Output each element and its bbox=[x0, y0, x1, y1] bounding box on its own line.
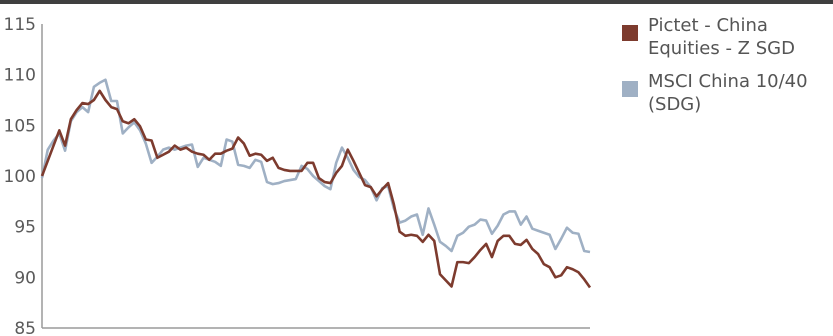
series-lines bbox=[42, 80, 590, 288]
series-line-msci bbox=[42, 80, 590, 252]
legend-item-pictet: Pictet - China Equities - Z SGD bbox=[622, 14, 833, 60]
legend-label-pictet: Pictet - China Equities - Z SGD bbox=[648, 14, 833, 60]
y-tick-label: 110 bbox=[4, 66, 36, 86]
y-tick-label: 105 bbox=[4, 116, 36, 136]
legend-item-msci: MSCI China 10/40 (SDG) bbox=[622, 70, 833, 116]
legend: Pictet - China Equities - Z SGD MSCI Chi… bbox=[622, 14, 833, 126]
y-tick-labels: 85 90 95 100 105 110 115 bbox=[4, 15, 36, 336]
y-tick-label: 100 bbox=[4, 167, 36, 187]
y-tick-label: 85 bbox=[14, 319, 36, 336]
series-line-pictet bbox=[42, 91, 590, 288]
legend-swatch-pictet bbox=[622, 25, 638, 41]
legend-swatch-msci bbox=[622, 81, 638, 97]
y-tick-label: 95 bbox=[14, 218, 36, 238]
y-tick-label: 115 bbox=[4, 15, 36, 35]
legend-label-msci: MSCI China 10/40 (SDG) bbox=[648, 70, 833, 116]
y-tick-label: 90 bbox=[14, 268, 36, 288]
